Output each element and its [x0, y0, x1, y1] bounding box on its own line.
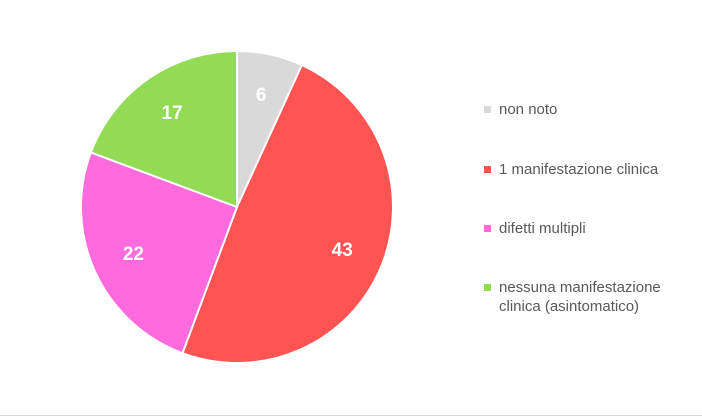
legend-item-3: difetti multipli [484, 219, 694, 238]
legend: non noto 1 manifestazione clinica difetti … [484, 0, 694, 416]
legend-item-4: nessuna manifestazione clinica (asintoma… [484, 278, 694, 316]
legend-label-3: difetti multipli [499, 220, 586, 237]
legend-swatch-2 [484, 166, 491, 173]
slice-data-label-3: 22 [123, 244, 144, 265]
legend-label-1: non noto [499, 101, 558, 118]
slice-data-label-4: 17 [162, 103, 183, 124]
legend-item-1: non noto [484, 100, 694, 119]
pie-slice-3 [80, 151, 238, 355]
legend-item-2: 1 manifestazione clinica [484, 160, 694, 179]
legend-swatch-4 [484, 284, 491, 291]
legend-swatch-1 [484, 106, 491, 113]
slice-data-label-1: 6 [256, 85, 267, 106]
legend-label-4: nessuna manifestazione clinica (asintoma… [499, 279, 661, 315]
slice-data-label-2: 43 [332, 240, 353, 261]
legend-swatch-3 [484, 225, 491, 232]
pie-slice-4 [89, 50, 238, 208]
pie-slice-2 [181, 64, 394, 364]
legend-label-2: 1 manifestazione clinica [499, 161, 659, 178]
